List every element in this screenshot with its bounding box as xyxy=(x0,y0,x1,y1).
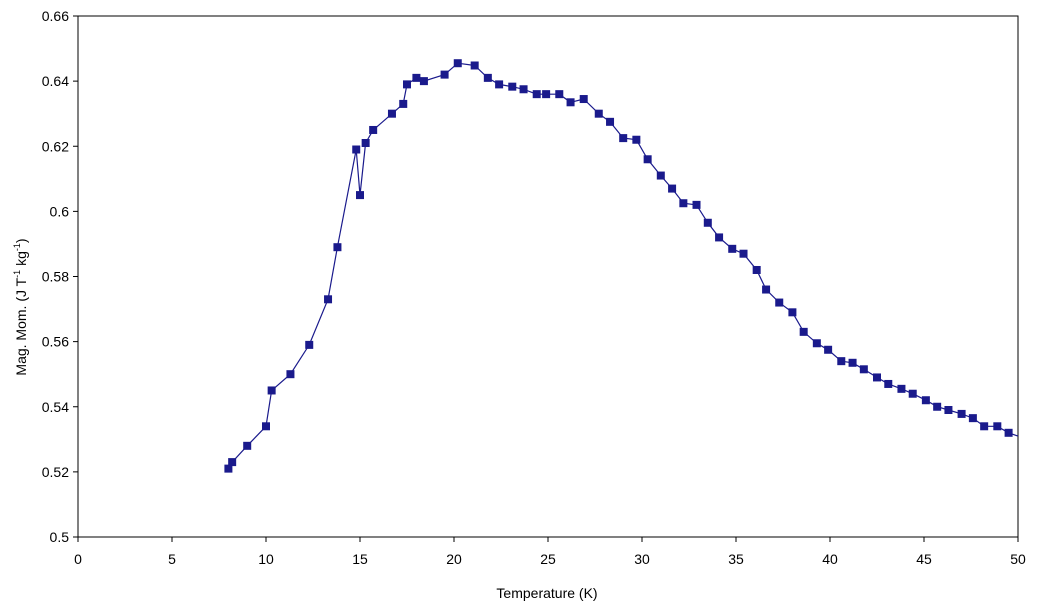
data-point xyxy=(508,82,517,91)
data-point xyxy=(848,358,857,367)
data-point xyxy=(762,285,771,294)
data-point xyxy=(519,85,528,94)
y-axis-title-mid: kg xyxy=(13,251,29,270)
data-point xyxy=(267,386,276,395)
data-point xyxy=(824,345,833,354)
x-axis-ticks: 0 5 10 15 20 25 30 35 40 45 50 xyxy=(74,537,1026,567)
data-point xyxy=(470,61,479,70)
data-point xyxy=(980,422,989,431)
y-axis-title-prefix: Mag. Mom. (J T xyxy=(13,277,29,375)
data-point xyxy=(897,384,906,393)
data-point xyxy=(262,422,270,431)
data-point xyxy=(739,249,748,258)
y-axis-ticks: 0.5 0.52 0.54 0.56 0.58 0.6 0.62 0.64 0.66 xyxy=(42,8,78,545)
data-point xyxy=(305,340,314,349)
data-point xyxy=(643,155,652,164)
data-point xyxy=(775,298,784,307)
data-point xyxy=(957,409,966,418)
y-axis-title-suffix: ) xyxy=(13,238,29,243)
data-point xyxy=(632,135,641,144)
x-tick-label: 30 xyxy=(634,551,650,567)
data-point xyxy=(403,80,411,89)
data-point xyxy=(369,125,378,134)
data-point xyxy=(933,402,942,411)
data-point xyxy=(356,191,364,200)
x-tick-label: 15 xyxy=(352,551,368,567)
data-point xyxy=(495,80,504,89)
data-point xyxy=(799,327,808,336)
data-point xyxy=(668,184,677,193)
data-point xyxy=(656,171,665,180)
x-tick-label: 5 xyxy=(168,551,176,567)
data-point xyxy=(542,90,551,99)
data-point xyxy=(566,98,575,107)
x-axis-title: Temperature (K) xyxy=(496,585,597,601)
y-tick-label: 0.62 xyxy=(42,138,69,154)
x-tick-label: 0 xyxy=(74,551,82,567)
y-tick-label: 0.54 xyxy=(42,399,69,415)
data-point xyxy=(944,406,953,415)
data-point xyxy=(873,373,881,382)
data-point xyxy=(224,464,233,473)
y-axis-title-sup1: -1 xyxy=(12,270,22,278)
data-point xyxy=(859,365,868,374)
data-point xyxy=(399,99,408,108)
x-tick-label: 10 xyxy=(258,551,274,567)
data-point xyxy=(715,233,724,242)
data-point xyxy=(619,134,628,143)
data-point xyxy=(440,70,449,79)
data-point xyxy=(993,422,1002,431)
data-point xyxy=(692,200,701,209)
y-axis-title: Mag. Mom. (J T-1 kg-1) xyxy=(12,238,29,375)
data-point xyxy=(387,109,396,118)
data-point xyxy=(532,90,541,99)
data-point xyxy=(324,295,333,304)
data-point xyxy=(884,379,893,388)
x-tick-label: 25 xyxy=(540,551,556,567)
data-point xyxy=(286,370,295,379)
x-tick-label: 20 xyxy=(446,551,462,567)
data-point xyxy=(837,357,846,366)
data-point xyxy=(412,73,421,82)
data-point xyxy=(752,265,761,274)
data-point xyxy=(228,458,237,467)
data-point xyxy=(453,59,462,68)
data-point xyxy=(812,339,821,348)
series-line xyxy=(227,62,1019,469)
y-tick-label: 0.52 xyxy=(42,464,69,480)
data-point xyxy=(921,396,930,405)
x-tick-label: 50 xyxy=(1010,551,1026,567)
data-point xyxy=(579,95,588,104)
data-point xyxy=(968,414,977,423)
data-point xyxy=(594,109,603,118)
data-point xyxy=(1004,428,1013,437)
series-points-group xyxy=(224,59,1013,473)
data-point xyxy=(703,218,712,227)
data-point xyxy=(728,244,737,253)
y-tick-label: 0.6 xyxy=(50,203,70,219)
x-tick-label: 45 xyxy=(916,551,932,567)
y-tick-label: 0.58 xyxy=(42,269,69,285)
y-tick-label: 0.56 xyxy=(42,334,69,350)
data-point xyxy=(788,308,797,317)
data-point xyxy=(361,138,370,147)
data-point xyxy=(483,73,492,82)
x-tick-label: 40 xyxy=(822,551,838,567)
data-point xyxy=(243,441,252,450)
data-point xyxy=(908,389,917,398)
data-point xyxy=(606,117,615,126)
series-line-group xyxy=(227,62,1019,469)
y-axis-title-sup2: -1 xyxy=(12,243,22,251)
x-tick-label: 35 xyxy=(728,551,744,567)
data-point xyxy=(419,77,428,86)
data-point xyxy=(352,145,361,154)
y-tick-label: 0.66 xyxy=(42,8,69,24)
y-tick-label: 0.5 xyxy=(50,529,70,545)
data-point xyxy=(679,199,688,208)
y-tick-label: 0.64 xyxy=(42,73,69,89)
data-point xyxy=(555,90,564,99)
data-point xyxy=(333,243,342,252)
